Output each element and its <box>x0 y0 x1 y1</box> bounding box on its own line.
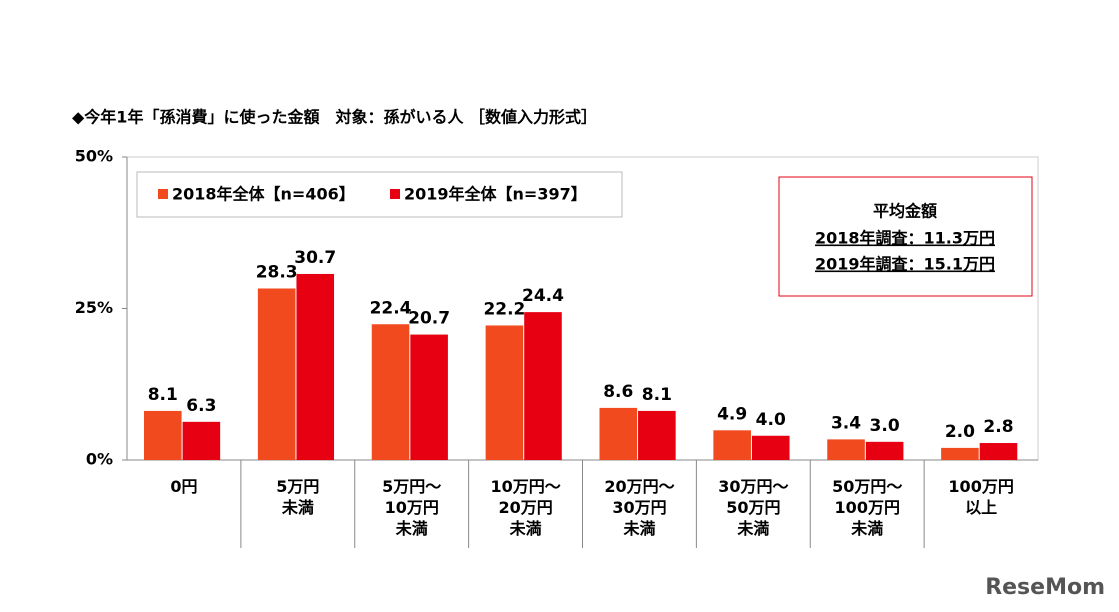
bar <box>485 325 524 460</box>
bar <box>524 312 562 460</box>
data-label: 28.3 <box>256 263 298 283</box>
bar <box>599 407 638 460</box>
bar <box>182 421 221 460</box>
bar <box>257 288 296 460</box>
bar <box>410 334 448 460</box>
data-label: 8.1 <box>642 385 672 405</box>
legend-swatch <box>390 189 400 199</box>
legend-swatch <box>158 189 168 199</box>
annotation-line: 2019年調査：15.1万円 <box>815 255 995 274</box>
x-tick-label: 100万円 以上 <box>948 477 1014 517</box>
data-label: 3.0 <box>870 416 900 436</box>
y-tick-label: 50% <box>75 147 113 166</box>
bar <box>941 447 979 460</box>
bar <box>144 410 182 460</box>
bar <box>979 443 1018 460</box>
legend-label: 2019年全体【n=397】 <box>404 185 587 204</box>
annotation-title: 平均金額 <box>873 202 937 221</box>
y-tick-label: 0% <box>86 450 113 469</box>
x-tick-label: 10万円～ 20万円 未満 <box>490 477 561 538</box>
data-label: 8.6 <box>603 382 633 402</box>
data-label: 20.7 <box>408 309 450 329</box>
x-tick-label: 30万円～ 50万円 未満 <box>718 477 789 538</box>
chart-title: ◆今年1年「孫消費」に使った金額 対象：孫がいる人 ［数値入力形式］ <box>72 108 597 127</box>
data-label: 4.0 <box>756 410 786 430</box>
data-label: 3.4 <box>831 413 861 433</box>
bar <box>865 441 904 460</box>
bar <box>827 439 865 460</box>
bar <box>751 435 790 460</box>
x-tick-label: 50万円～ 100万円 未満 <box>832 477 903 538</box>
data-label: 4.9 <box>717 404 747 424</box>
data-label: 24.4 <box>522 286 564 306</box>
x-tick-label: 5万円～ 10万円 未満 <box>382 477 442 538</box>
bar <box>371 324 410 460</box>
annotation-box <box>778 176 1033 297</box>
y-tick-label: 25% <box>75 298 113 317</box>
data-label: 8.1 <box>148 385 178 405</box>
data-label: 30.7 <box>294 248 336 268</box>
bar <box>296 273 335 460</box>
x-tick-label: 5万円 未満 <box>276 477 320 517</box>
data-label: 6.3 <box>186 396 216 416</box>
watermark: ReseMom <box>985 575 1105 600</box>
bar <box>638 410 676 460</box>
x-tick-label: 0円 <box>170 477 198 496</box>
legend-box <box>136 171 623 218</box>
data-label: 2.0 <box>945 422 975 442</box>
bar <box>713 430 751 460</box>
legend-label: 2018年全体【n=406】 <box>172 185 355 204</box>
annotation-line: 2018年調査：11.3万円 <box>815 229 995 248</box>
data-label: 22.2 <box>483 299 525 319</box>
data-label: 22.4 <box>370 298 412 318</box>
x-tick-label: 20万円～ 30万円 未満 <box>604 477 675 538</box>
data-label: 2.8 <box>983 417 1013 437</box>
